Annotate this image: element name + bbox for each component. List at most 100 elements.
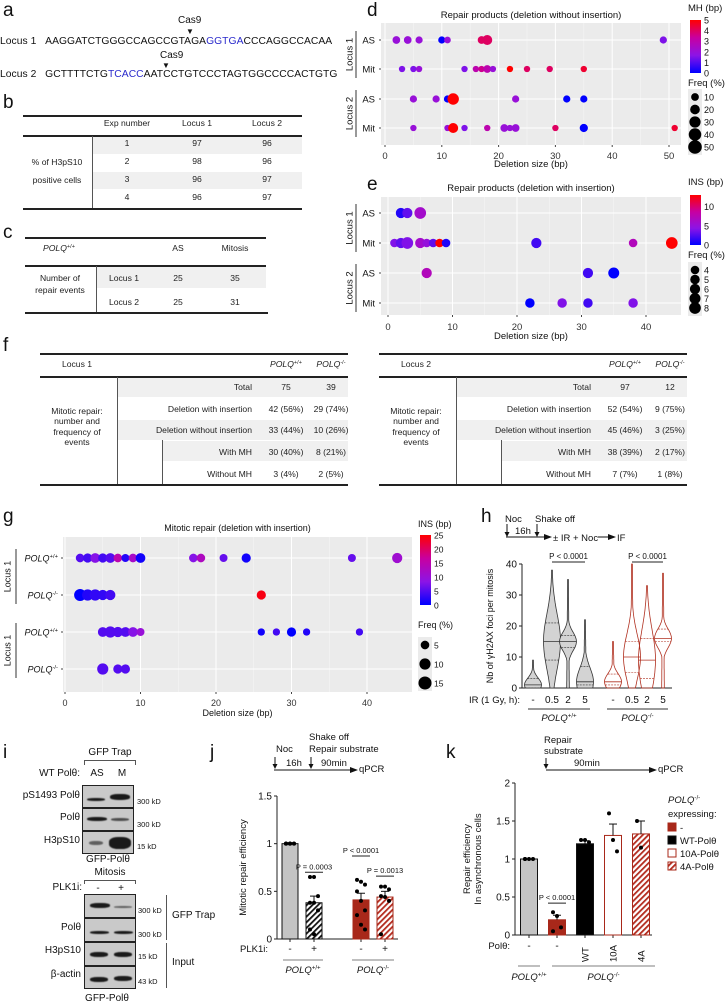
genotype-base: POLQ <box>357 965 384 976</box>
group-label-gfp-trap: GFP Trap <box>172 910 216 921</box>
data-point <box>639 845 643 850</box>
bubble-point <box>484 124 491 132</box>
group-bracket <box>166 943 167 988</box>
bubble-point <box>98 553 108 563</box>
x-tick-label: 4A <box>637 950 648 962</box>
x-tick-label: 0 <box>382 151 387 162</box>
row-label: Mitotic repair: <box>390 406 442 416</box>
size-legend-dot <box>688 128 702 141</box>
table-cell: 52 (54%) <box>607 404 643 414</box>
x-tick-label: - <box>555 941 558 952</box>
table-cell: 35 <box>230 273 240 283</box>
row-label: AS <box>362 36 375 47</box>
x-tick-label: 30 <box>286 698 296 708</box>
data-point <box>363 908 367 913</box>
locus2-label: Locus 2 <box>0 69 37 80</box>
bubble-point <box>120 664 131 674</box>
table-cell: 3 (4%) <box>273 469 299 479</box>
x-tick-label: 2 <box>644 695 650 706</box>
row-name: Without MH <box>207 469 252 479</box>
locus1-seq-pre: AAGGATCTGGGCCAGCCGTAGA <box>45 36 207 47</box>
bubble-point <box>392 552 403 564</box>
row-shade <box>117 378 348 397</box>
x-axis-label: Deletion size (bp) <box>494 159 568 170</box>
genotype-base: POLQ <box>587 972 614 983</box>
size-legend-label: 8 <box>704 304 709 314</box>
table-rule <box>25 265 266 267</box>
group-label: Locus 1 <box>345 211 356 244</box>
data-point <box>523 857 527 861</box>
timeline-step: ± IR + Noc <box>553 533 599 544</box>
table-rule <box>379 353 687 355</box>
bubble-point <box>113 664 123 674</box>
size-legend-dot <box>690 104 700 115</box>
kd-label: 15 kD <box>138 952 158 961</box>
table-cell: 98 <box>192 156 202 166</box>
row-label: POLQ+/+ <box>25 554 59 564</box>
table-cell: 39 <box>326 382 336 392</box>
right-arrow-icon <box>608 534 616 540</box>
bubble-point <box>415 36 423 44</box>
bubble-point <box>671 124 678 132</box>
bar <box>576 843 594 936</box>
row-name: Deletion with insertion <box>506 404 591 414</box>
legend-swatch <box>667 835 677 845</box>
arrowhead <box>504 532 510 537</box>
genotype-base: POLQ <box>25 554 50 564</box>
bubble-point <box>97 589 108 601</box>
bubble-point <box>461 65 468 73</box>
bubble-point <box>355 628 364 636</box>
y-tick-label: 1.5 <box>258 792 272 803</box>
table-rule <box>40 376 348 378</box>
kd-label: 300 kD <box>138 906 162 915</box>
bubble-point <box>435 238 444 248</box>
y-axis-label: Nb of γH2AX foci per mitosis <box>485 568 495 683</box>
color-legend-title: INS (bp) <box>688 177 723 188</box>
violin <box>623 563 641 689</box>
row-label: events <box>64 437 90 447</box>
violin <box>654 572 672 689</box>
table-cell: 2 (5%) <box>318 469 344 479</box>
genotype-base: POLQ <box>316 359 341 369</box>
data-point <box>635 819 639 823</box>
bubble-point <box>75 553 85 563</box>
colorbar-tick-label: 5 <box>704 16 709 26</box>
bubble-point <box>97 627 108 637</box>
genotype-sup: +/+ <box>50 628 59 634</box>
bubble-point <box>410 124 417 132</box>
row-shade <box>162 441 348 461</box>
x-tick-label: - <box>359 944 362 955</box>
bubble-point <box>105 553 116 563</box>
data-point <box>579 838 583 842</box>
panel-letter-e: e <box>367 174 378 195</box>
bubble-point <box>415 65 423 73</box>
violin <box>576 619 594 689</box>
data-point <box>359 879 363 884</box>
bubble-point <box>580 65 587 73</box>
row-name: Deletion without insertion <box>494 425 591 435</box>
data-point <box>383 895 387 900</box>
bubble-point <box>583 298 593 308</box>
legend-label: - <box>680 823 683 834</box>
table-cell: 96 <box>262 138 272 148</box>
row-label: events <box>403 437 429 447</box>
genotype-base: POLQ <box>621 713 648 724</box>
table-cell: 10 (26%) <box>313 425 349 435</box>
bubble-point <box>546 65 553 73</box>
lane-label: WT Polθ: <box>39 768 80 779</box>
group-bracket <box>166 895 167 940</box>
x-tick-label: 30 <box>550 151 561 162</box>
timeline-end: qPCR <box>359 764 385 775</box>
size-legend-dot <box>689 283 701 295</box>
table-header: Locus 2 <box>251 118 283 128</box>
bubble-point <box>302 628 311 636</box>
bubble-point <box>478 65 485 73</box>
timeline-duration: 16h <box>515 526 531 537</box>
chart-title: Mitotic repair (deletion with insertion) <box>164 523 311 533</box>
bubble-point <box>557 298 567 308</box>
x-tick-label: 5 <box>582 695 588 706</box>
table-header: Locus 1 <box>181 118 213 128</box>
timeline-duration-90min: 90min <box>321 758 347 769</box>
genotype-base: POLQ <box>668 795 695 806</box>
